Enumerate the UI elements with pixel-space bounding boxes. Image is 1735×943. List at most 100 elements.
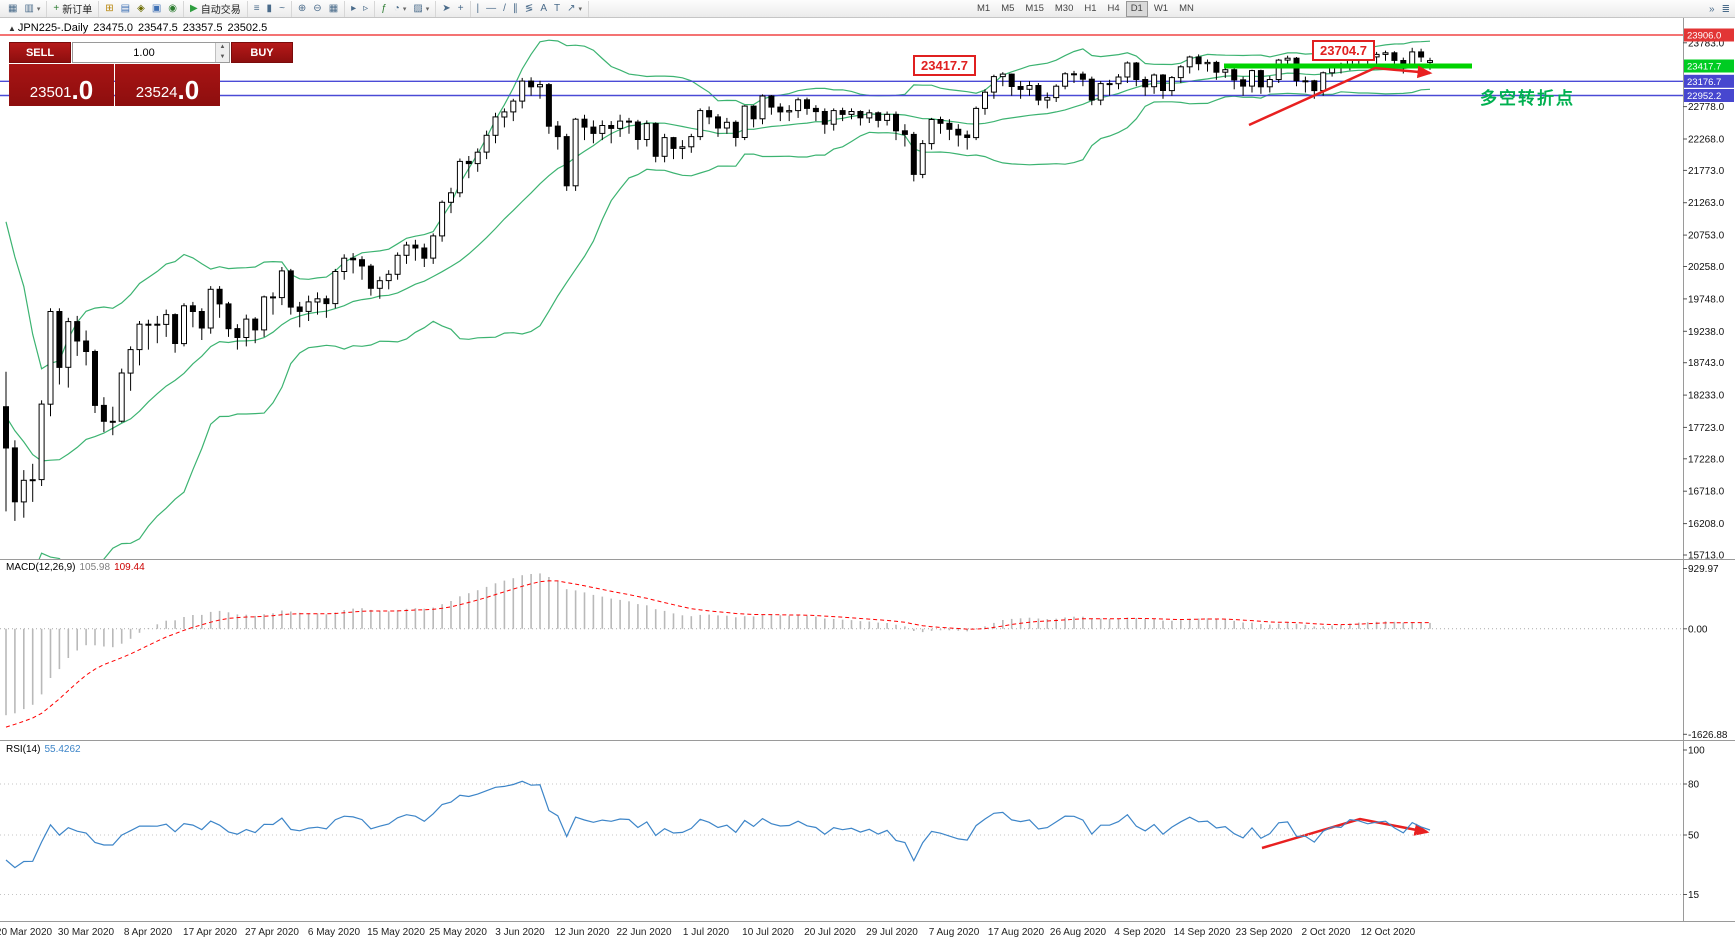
timeframe-m30[interactable]: M30 — [1054, 3, 1074, 14]
timeframe-h1[interactable]: H1 — [1084, 3, 1097, 14]
price-flag — [1684, 89, 1734, 102]
rsi-axis-label: 100 — [1688, 746, 1705, 757]
date-label: 12 Oct 2020 — [1361, 927, 1416, 938]
sell-price-main: 23501 — [29, 83, 72, 101]
date-label: 6 May 2020 — [308, 927, 361, 938]
date-label: 8 Apr 2020 — [124, 927, 173, 938]
date-label: 12 Jun 2020 — [554, 927, 609, 938]
chart-shift-icon[interactable]: ▹ — [363, 3, 369, 14]
date-axis[interactable]: 20 Mar 2020 30 Mar 2020 8 Apr 2020 17 Apr 2… — [0, 927, 1416, 938]
strategy-tester-icon[interactable]: ◉ — [168, 3, 177, 14]
price-axis-label: 21263.0 — [1688, 198, 1725, 209]
text-icon[interactable]: A — [540, 3, 547, 14]
timeframe-mn[interactable]: MN — [1179, 3, 1194, 14]
one-click-trading-panel: SELL ▲ ▼ BUY 23501.0 23524.0 — [9, 42, 293, 106]
macd-axis-label: 0.00 — [1688, 624, 1708, 635]
date-label: 1 Jul 2020 — [683, 927, 730, 938]
timeframe-w1[interactable]: W1 — [1153, 3, 1169, 14]
price-trend-arrow[interactable] — [1248, 65, 1433, 127]
market-watch-icon[interactable]: ⊞ — [105, 3, 114, 14]
bar-chart-icon[interactable]: ≡ — [253, 3, 260, 14]
price-axis-label: 21773.0 — [1688, 166, 1725, 177]
label-icon[interactable]: T — [553, 3, 561, 14]
macd-name: MACD(12,26,9) — [6, 562, 76, 573]
date-label: 20 Mar 2020 — [0, 927, 53, 938]
price-axis[interactable]: 23783.0 22778.0 22268.0 21773.0 21263.0 20753… — [1683, 28, 1734, 562]
date-label: 17 Apr 2020 — [183, 927, 237, 938]
navigator-icon[interactable]: ◈ — [137, 3, 145, 14]
template-icon[interactable]: ▨ ▾ — [413, 3, 430, 14]
price-flag-label: 23176.7 — [1687, 77, 1721, 88]
indicators-icon[interactable]: ƒ — [381, 3, 387, 14]
turning-point-note: 多空转折点 — [1480, 89, 1575, 108]
peak-price-annotation-label[interactable]: 23704.7 — [1312, 40, 1375, 61]
vertical-line-icon[interactable]: | — [476, 3, 480, 14]
price-annotation-label[interactable]: 23417.7 — [913, 55, 976, 76]
new-chart-icon[interactable]: ▦ — [8, 3, 18, 14]
timeframe-m15[interactable]: M15 — [1025, 3, 1044, 14]
price-flag — [1684, 74, 1734, 88]
date-label: 30 Mar 2020 — [58, 927, 115, 938]
timeframe-h4[interactable]: H4 — [1107, 3, 1120, 14]
macd-signal-line — [5, 580, 1431, 728]
rsi-name: RSI(14) — [6, 744, 41, 755]
date-label: 29 Jul 2020 — [866, 927, 918, 938]
new-order-button[interactable]: + 新订单 — [53, 3, 93, 16]
toolbar-overflow-icon[interactable]: » — [1709, 3, 1715, 15]
macd-signal-value: 109.44 — [114, 562, 145, 573]
zoom-out-icon[interactable]: ⊖ — [313, 3, 322, 14]
rsi-trend-arrow[interactable] — [1261, 817, 1430, 850]
candlestick-series — [3, 47, 1433, 521]
window-list-icon[interactable]: ≣ — [1721, 3, 1730, 15]
line-chart-icon[interactable]: ~ — [279, 3, 285, 14]
rsi-axis-label: 15 — [1688, 890, 1700, 901]
trendline-icon[interactable]: / — [503, 3, 506, 14]
timeframe-m1[interactable]: M1 — [977, 3, 991, 14]
buy-price[interactable]: 23524.0 — [115, 64, 220, 106]
price-axis-label: 18233.0 — [1688, 391, 1725, 402]
date-label: 14 Sep 2020 — [1174, 927, 1231, 938]
rsi-axis-label: 50 — [1688, 831, 1700, 842]
zoom-in-icon[interactable]: ⊕ — [297, 3, 307, 14]
price-axis-label: 22268.0 — [1688, 135, 1725, 146]
price-axis-label: 15713.0 — [1688, 551, 1725, 562]
arrows-icon[interactable]: ↗ ▾ — [567, 3, 582, 14]
price-axis-label: 17228.0 — [1688, 454, 1725, 465]
channel-icon[interactable]: ∥ — [512, 3, 518, 14]
price-axis-label: 17723.0 — [1688, 423, 1725, 434]
sell-button[interactable]: SELL — [9, 42, 71, 63]
rsi-value: 55.4262 — [44, 744, 81, 755]
chart-profiles-icon[interactable]: ▥ ▾ — [24, 3, 41, 14]
autotrading-button[interactable]: ▶ 自动交易 — [190, 3, 241, 16]
volume-up-button[interactable]: ▲ — [216, 43, 229, 53]
macd-axis-label: -1626.88 — [1688, 730, 1728, 741]
fibonacci-icon[interactable]: ≶ — [524, 3, 534, 14]
date-label: 25 May 2020 — [429, 927, 487, 938]
buy-button[interactable]: BUY — [231, 42, 293, 63]
timeframe-d1[interactable]: D1 — [1125, 1, 1148, 17]
volume-input[interactable] — [73, 43, 215, 62]
rsi-axis-label: 80 — [1688, 780, 1700, 791]
macd-main-value: 105.98 — [79, 562, 111, 573]
volume-down-button[interactable]: ▼ — [216, 52, 229, 62]
price-axis-label: 18743.0 — [1688, 358, 1725, 369]
price-flag-label: 23417.7 — [1687, 62, 1721, 73]
candlestick-chart-icon[interactable]: ▮ — [266, 3, 273, 14]
date-label: 4 Sep 2020 — [1114, 927, 1166, 938]
crosshair-icon[interactable]: + — [457, 3, 464, 14]
timeframe-m5[interactable]: M5 — [1001, 3, 1015, 14]
sell-price[interactable]: 23501.0 — [9, 64, 114, 106]
date-label: 23 Sep 2020 — [1236, 927, 1293, 938]
date-label: 27 Apr 2020 — [245, 927, 299, 938]
date-label: 2 Oct 2020 — [1302, 927, 1351, 938]
horizontal-line-icon[interactable]: — — [486, 3, 497, 14]
tile-windows-icon[interactable]: ▦ — [328, 3, 339, 14]
ohlc-high: 23547.5 — [138, 22, 178, 34]
auto-scroll-icon[interactable]: ▸ — [351, 3, 357, 14]
data-window-icon[interactable]: ▤ — [120, 3, 131, 14]
cursor-icon[interactable]: ➤ — [442, 3, 451, 14]
terminal-icon[interactable]: ▣ — [151, 3, 162, 14]
periods-icon[interactable]: ◔ ▾ — [393, 3, 407, 14]
